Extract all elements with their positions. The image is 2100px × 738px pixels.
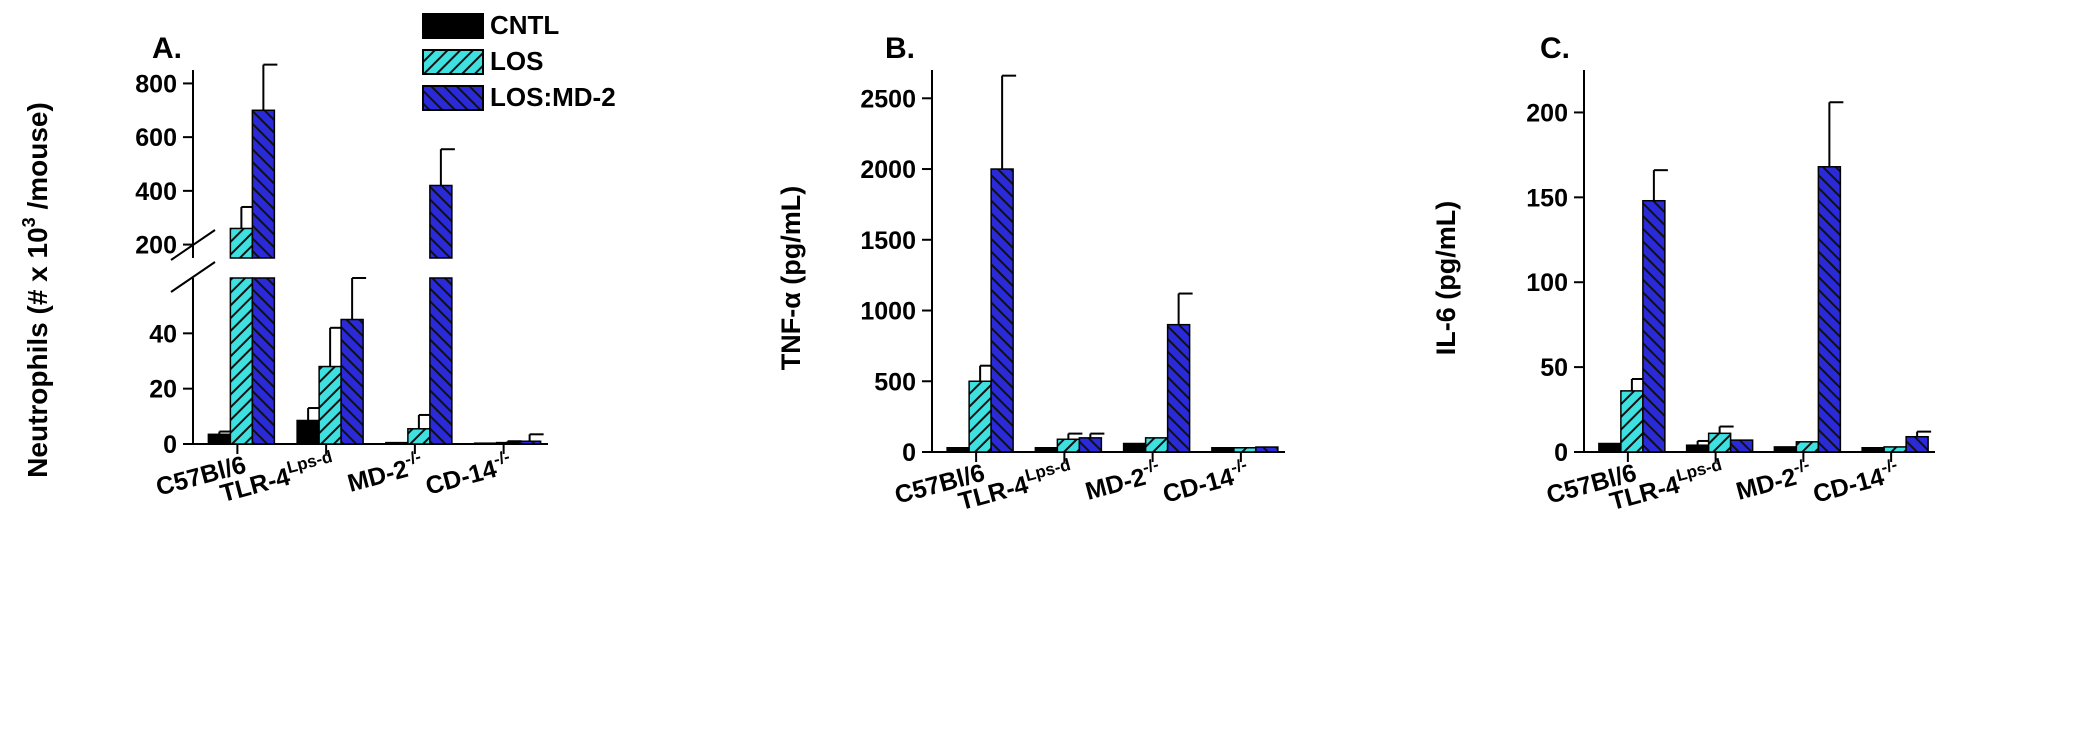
bar-cntl-cd-14 (473, 442, 498, 445)
bar-los-cd-14 (1883, 446, 1907, 453)
y-axis-title-a-main: Neutrophils (# x 10 (22, 227, 53, 478)
y-tick-label-0: 0 (1554, 439, 1568, 467)
bar-los-tlr-4 (1056, 438, 1081, 453)
bar-los-md-2-tlr-4 (1078, 437, 1103, 453)
bar-cntl-md-2 (1122, 442, 1147, 453)
bar-los-md-2-md-2 (1166, 323, 1191, 453)
bar-los-c57bl-6 (1620, 390, 1644, 453)
y-tick-label-600: 600 (135, 124, 177, 152)
legend: CNTL LOS LOS:MD-2 (422, 10, 616, 112)
bar-cntl-tlr-4 (1685, 444, 1710, 453)
y-axis-title-b: TNF-α (pg/mL) (776, 186, 806, 371)
y-tick-label-0: 0 (902, 439, 916, 467)
bar-los-c57bl-6 (968, 380, 992, 453)
bar-los-md-2-md-2 (1817, 166, 1842, 453)
bar-los-c57bl-6-upper (229, 227, 254, 259)
y-tick-label-150: 150 (1526, 184, 1568, 212)
bar-cntl-c57bl-6 (207, 433, 232, 445)
panel-label-b: B. (885, 32, 915, 65)
bar-cntl-c57bl-6 (1598, 442, 1622, 453)
bar-los-md-2-cd-14 (517, 440, 542, 445)
y-tick-label-500: 500 (874, 368, 916, 396)
axis-break-mark-lower (170, 261, 216, 293)
bar-los-md-2-cd-14 (1255, 446, 1279, 453)
bar-cntl-tlr-4 (1034, 447, 1059, 453)
bar-los-md-2-cd-14 (1905, 435, 1929, 453)
bar-los-md-2-c57bl-6-upper (251, 109, 276, 259)
y-tick-label-40: 40 (149, 320, 177, 348)
category-label-cd-14: CD-14-/- (1809, 455, 1903, 509)
legend-label-cntl: CNTL (490, 10, 559, 40)
bar-los-md-2-c57bl-6 (1642, 199, 1666, 453)
legend-swatch-cntl (422, 13, 484, 39)
y-tick-label-0: 0 (163, 431, 177, 459)
bar-los-md-2-c57bl-6-lower (251, 277, 276, 445)
bar-los-md-2 (407, 428, 431, 445)
bar-los-md-2-c57bl-6 (990, 168, 1014, 453)
y-tick-label-100: 100 (1526, 269, 1568, 297)
panel-label-c: C. (1540, 32, 1570, 65)
y-tick-label-200: 200 (135, 232, 177, 260)
bar-los-cd-14 (495, 441, 520, 445)
panel-label-a: A. (152, 32, 182, 65)
y-tick-label-50: 50 (1540, 354, 1568, 382)
y-tick-label-1500: 1500 (860, 227, 916, 255)
y-tick-label-200: 200 (1526, 99, 1568, 127)
y-axis-title-a: Neutrophils (# x 103 /mouse) (19, 102, 53, 478)
bar-los-md-2-tlr-4 (1729, 439, 1754, 453)
bar-los-md-2-tlr-4 (340, 318, 364, 445)
legend-label-losmd2: LOS:MD-2 (490, 82, 616, 112)
bar-los-cd-14 (1233, 447, 1257, 453)
bar-los-c57bl-6-lower (229, 277, 254, 445)
category-label-cd-14: CD-14-/- (1159, 455, 1253, 509)
bar-los-md-2-md-2-lower (429, 277, 453, 445)
bar-cntl-md-2 (385, 441, 409, 445)
y-tick-label-1000: 1000 (860, 298, 916, 326)
y-tick-label-800: 800 (135, 70, 177, 98)
bar-cntl-tlr-4 (296, 419, 320, 445)
category-label-md-2: MD-2-/- (1081, 455, 1164, 506)
category-label-cd-14: CD-14-/- (422, 447, 516, 501)
bar-cntl-cd-14 (1211, 447, 1235, 453)
legend-swatch-losmd2 (422, 85, 484, 111)
y-tick-label-20: 20 (149, 376, 177, 404)
y-tick-label-2000: 2000 (860, 156, 916, 184)
bar-los-md-2 (1795, 441, 1820, 453)
category-label-md-2: MD-2-/- (344, 447, 427, 498)
legend-label-los: LOS (490, 46, 543, 76)
bar-los-tlr-4 (1707, 432, 1732, 453)
legend-swatch-los (422, 49, 484, 75)
y-tick-label-400: 400 (135, 178, 177, 206)
bar-los-md-2-md-2-upper (429, 184, 453, 259)
y-axis-title-c: IL-6 (pg/mL) (1431, 201, 1461, 355)
bar-cntl-md-2 (1773, 446, 1798, 453)
bar-los-md-2 (1144, 437, 1169, 453)
bar-cntl-c57bl-6 (946, 447, 970, 453)
bar-los-tlr-4 (318, 365, 342, 445)
y-tick-label-2500: 2500 (860, 85, 916, 113)
category-label-md-2: MD-2-/- (1732, 455, 1815, 506)
bar-cntl-cd-14 (1861, 447, 1885, 453)
y-axis-title-a-sup: 3 (19, 217, 39, 227)
y-axis-title-a-tail: /mouse) (22, 102, 53, 217)
